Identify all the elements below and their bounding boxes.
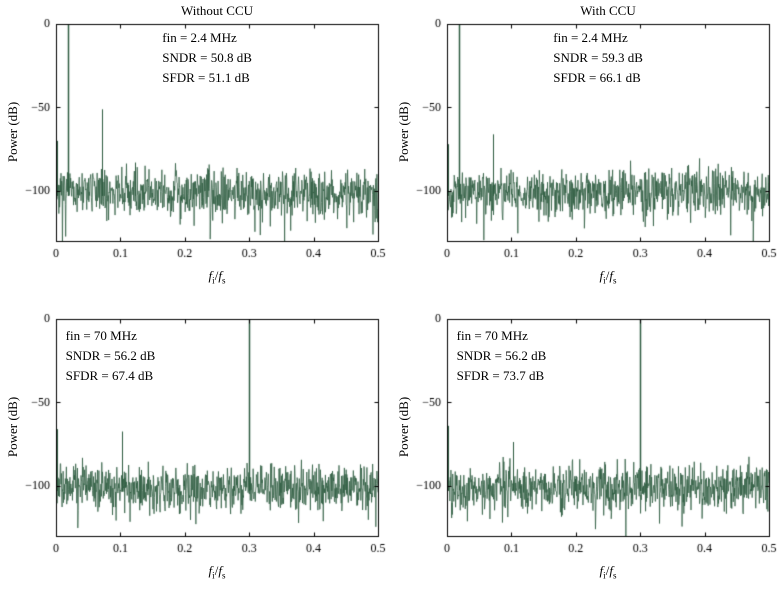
xlabel-f1: f <box>599 563 604 578</box>
x-axis-label: fi/fs <box>447 563 769 581</box>
xlabel-f2: f <box>218 268 222 283</box>
annotation-sndr: SNDR = 56.2 dB <box>456 347 547 363</box>
xlabel-f2: f <box>609 268 613 283</box>
xlabel-slash: / <box>214 563 219 578</box>
xlabel-f2: f <box>609 563 613 578</box>
annotation-fin: fin = 70 MHz <box>456 327 528 343</box>
annotation-box: fin = 70 MHz SNDR = 56.2 dB SFDR = 67.4 … <box>66 326 156 386</box>
x-axis-label: fi/fs <box>56 563 378 581</box>
annotation-sndr: SNDR = 59.3 dB <box>553 50 643 66</box>
y-axis-label: Power (dB) <box>5 396 20 458</box>
xlabel-f2: f <box>218 563 222 578</box>
xlabel-f1: f <box>208 268 213 283</box>
xlabel-sub-i: i <box>212 275 215 286</box>
y-axis-label: Power (dB) <box>396 101 411 163</box>
y-axis-label: Power (dB) <box>5 101 20 163</box>
annotation-fin: fin = 2.4 MHz <box>553 30 628 46</box>
xlabel-sub-s: s <box>221 275 226 286</box>
xlabel-sub-i: i <box>603 275 606 286</box>
xlabel-sub-s: s <box>612 570 617 581</box>
xlabel-sub-i: i <box>212 570 215 581</box>
subplot-bottom-right: Power (dB) fi/fs fin = 70 MHz SNDR = 56.… <box>391 295 782 590</box>
annotation-sfdr: SFDR = 73.7 dB <box>456 367 545 383</box>
xlabel-sub-s: s <box>221 570 226 581</box>
annotation-fin: fin = 70 MHz <box>65 327 137 343</box>
annotation-box: fin = 70 MHz SNDR = 56.2 dB SFDR = 73.7 … <box>457 326 547 386</box>
annotation-sndr: SNDR = 50.8 dB <box>162 50 252 66</box>
subplot-title: With CCU <box>580 3 636 18</box>
spectrum-plot-with-ccu-2p4mhz <box>391 0 782 295</box>
xlabel-f1: f <box>599 268 604 283</box>
annotation-sfdr: SFDR = 66.1 dB <box>553 70 641 86</box>
spectrum-plot-without-ccu-2p4mhz <box>0 0 391 295</box>
annotation-sndr: SNDR = 56.2 dB <box>65 347 156 363</box>
xlabel-sub-i: i <box>603 570 606 581</box>
spectrum-plot-with-ccu-70mhz <box>391 295 782 590</box>
xlabel-slash: / <box>605 563 610 578</box>
xlabel-slash: / <box>214 268 219 283</box>
xlabel-sub-s: s <box>612 275 617 286</box>
spectrum-plot-without-ccu-70mhz <box>0 295 391 590</box>
xlabel-slash: / <box>605 268 610 283</box>
annotation-sfdr: SFDR = 67.4 dB <box>65 367 154 383</box>
annotation-sfdr: SFDR = 51.1 dB <box>162 70 250 86</box>
x-axis-label: fi/fs <box>447 268 769 286</box>
annotation-fin: fin = 2.4 MHz <box>162 30 237 46</box>
annotation-box: fin = 2.4 MHz SNDR = 50.8 dB SFDR = 51.1… <box>162 28 252 88</box>
xlabel-f1: f <box>208 563 213 578</box>
subplot-top-right: With CCU Power (dB) fi/fs fin = 2.4 MHz … <box>391 0 782 295</box>
x-axis-label: fi/fs <box>56 268 378 286</box>
subplot-top-left: Without CCU Power (dB) fi/fs fin = 2.4 M… <box>0 0 391 295</box>
subplot-bottom-left: Power (dB) fi/fs fin = 70 MHz SNDR = 56.… <box>0 295 391 590</box>
subplot-title: Without CCU <box>180 3 254 18</box>
annotation-box: fin = 2.4 MHz SNDR = 59.3 dB SFDR = 66.1… <box>553 28 643 88</box>
y-axis-label: Power (dB) <box>396 396 411 458</box>
